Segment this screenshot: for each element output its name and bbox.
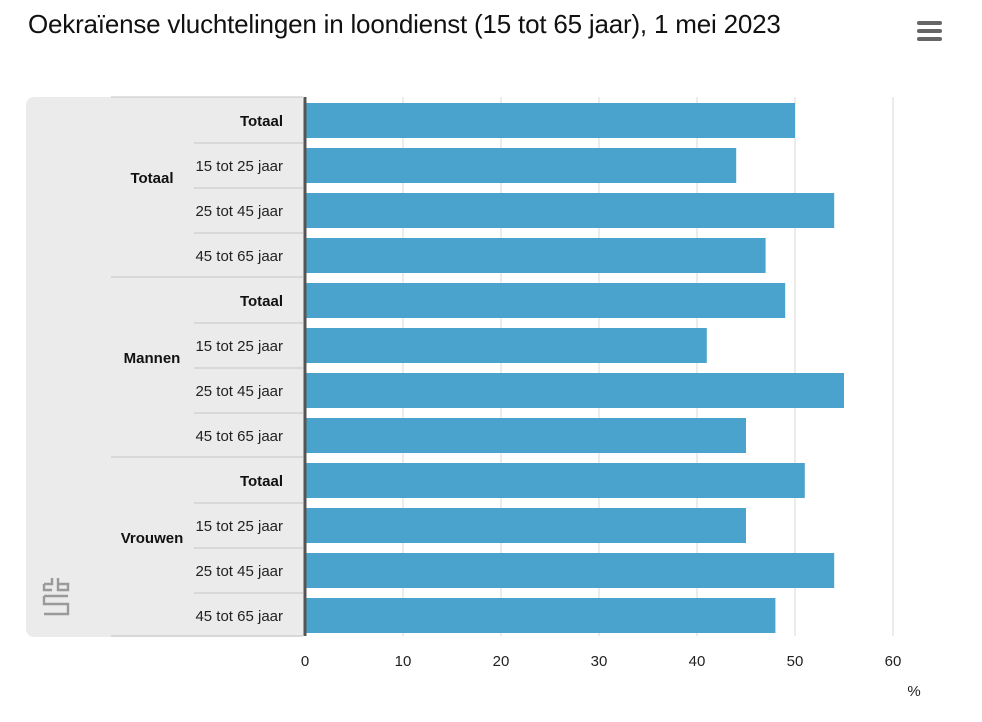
x-tick-label: 20 <box>493 653 510 670</box>
group-label: Mannen <box>124 350 181 367</box>
bar <box>306 283 786 318</box>
bars <box>306 103 844 633</box>
bar <box>306 373 844 408</box>
label-panel <box>26 97 306 637</box>
group-label: Vrouwen <box>121 530 184 547</box>
category-label: 25 tot 45 jaar <box>195 563 283 580</box>
category-label: 45 tot 65 jaar <box>195 248 283 265</box>
hamburger-menu-icon[interactable] <box>912 18 946 44</box>
category-label: 15 tot 25 jaar <box>195 518 283 535</box>
category-label: Totaal <box>240 113 283 130</box>
category-label: Totaal <box>240 293 283 310</box>
cbs-logo-icon <box>42 578 70 616</box>
x-tick-label: 50 <box>787 653 804 670</box>
bar <box>306 238 766 273</box>
x-tick-label: 10 <box>395 653 412 670</box>
bar <box>306 508 746 543</box>
chart-title: Oekraïense vluchtelingen in loondienst (… <box>28 9 781 39</box>
bar <box>306 193 835 228</box>
x-tick-label: 0 <box>301 653 309 670</box>
bar <box>306 463 805 498</box>
unit-label: % <box>907 683 920 700</box>
x-tick-label: 60 <box>885 653 902 670</box>
bar <box>306 598 776 633</box>
category-label: 25 tot 45 jaar <box>195 383 283 400</box>
row-separators <box>111 96 303 637</box>
bar <box>306 148 737 183</box>
bar <box>306 328 707 363</box>
grid-lines <box>402 97 894 636</box>
bar <box>306 553 835 588</box>
group-label: Totaal <box>130 170 173 187</box>
category-label: 45 tot 65 jaar <box>195 428 283 445</box>
bar <box>306 103 795 138</box>
x-axis-ticks: 0 10 20 30 40 50 60 <box>301 653 902 670</box>
category-label: 15 tot 25 jaar <box>195 158 283 175</box>
category-label: 25 tot 45 jaar <box>195 203 283 220</box>
category-labels: Totaal 15 tot 25 jaar 25 tot 45 jaar 45 tot… <box>121 113 283 625</box>
category-label: 45 tot 65 jaar <box>195 608 283 625</box>
category-label: 15 tot 25 jaar <box>195 338 283 355</box>
bar <box>306 418 746 453</box>
x-tick-label: 40 <box>689 653 706 670</box>
x-tick-label: 30 <box>591 653 608 670</box>
category-label: Totaal <box>240 473 283 490</box>
